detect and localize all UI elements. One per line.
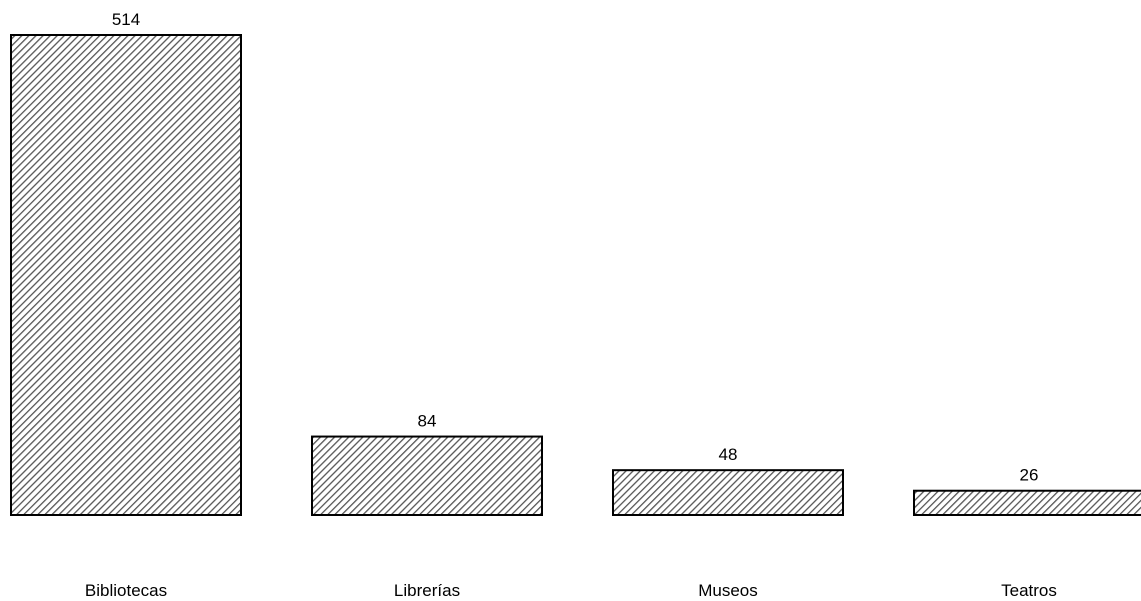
bar-bibliotecas: [10, 34, 242, 516]
bar-teatros: [913, 489, 1141, 517]
category-labels-group: Bibliotecas Librerías Museos Teatros: [85, 581, 1057, 600]
category-label-museos: Museos: [698, 581, 758, 600]
bar-librerias: [311, 435, 543, 517]
value-labels-group: 514 84 48 26: [112, 10, 1039, 485]
value-label-bibliotecas: 514: [112, 10, 140, 29]
value-label-teatros: 26: [1020, 466, 1039, 485]
bars-group: [10, 34, 1141, 517]
category-label-librerias: Librerías: [394, 581, 460, 600]
bar-museos: [612, 469, 844, 517]
value-label-librerias: 84: [418, 412, 437, 431]
category-label-teatros: Teatros: [1001, 581, 1057, 600]
value-label-museos: 48: [719, 445, 738, 464]
category-label-bibliotecas: Bibliotecas: [85, 581, 167, 600]
